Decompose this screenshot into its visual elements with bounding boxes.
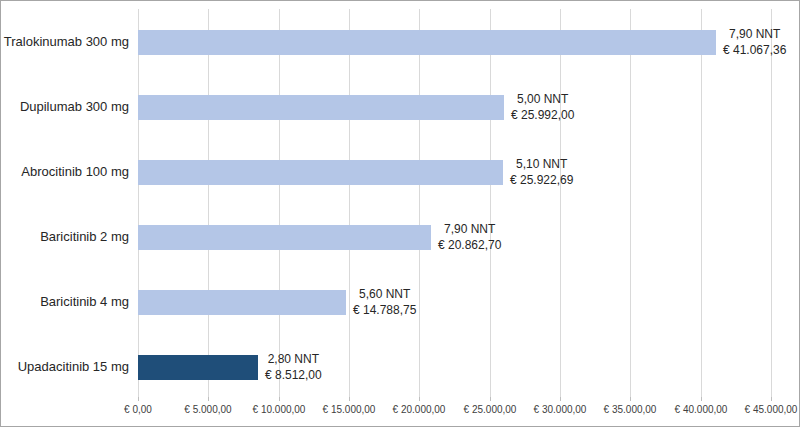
gridline bbox=[701, 9, 702, 397]
category-label: Tralokinumab 300 mg bbox=[1, 34, 129, 49]
category-label: Baricitinib 2 mg bbox=[1, 229, 129, 244]
gridline bbox=[560, 9, 561, 397]
bar bbox=[138, 225, 431, 250]
axis-tick bbox=[630, 397, 631, 401]
gridline bbox=[279, 9, 280, 397]
nnt-value-label: 5,00 NNT bbox=[511, 91, 574, 107]
axis-tick bbox=[138, 397, 139, 401]
gridline bbox=[138, 9, 139, 397]
nnt-value-label: 5,10 NNT bbox=[510, 156, 573, 172]
bar-data-label: 7,90 NNT€ 41.067,36 bbox=[723, 26, 786, 58]
axis-tick bbox=[560, 397, 561, 401]
gridline bbox=[771, 9, 772, 397]
axis-tick bbox=[279, 397, 280, 401]
axis-tick bbox=[349, 397, 350, 401]
bar bbox=[138, 160, 503, 185]
axis-tick bbox=[419, 397, 420, 401]
category-label: Baricitinib 4 mg bbox=[1, 294, 129, 309]
gridline bbox=[490, 9, 491, 397]
cost-value-label: € 25.922,69 bbox=[510, 172, 573, 188]
gridline bbox=[419, 9, 420, 397]
bar-data-label: 5,00 NNT€ 25.992,00 bbox=[511, 91, 574, 123]
axis-tick bbox=[490, 397, 491, 401]
bar-data-label: 2,80 NNT€ 8.512,00 bbox=[265, 351, 322, 383]
nnt-value-label: 7,90 NNT bbox=[438, 221, 501, 237]
bar bbox=[138, 30, 716, 55]
bar-data-label: 7,90 NNT€ 20.862,70 bbox=[438, 221, 501, 253]
gridline bbox=[630, 9, 631, 397]
cost-value-label: € 8.512,00 bbox=[265, 367, 322, 383]
category-label: Abrocitinib 100 mg bbox=[1, 164, 129, 179]
bar bbox=[138, 355, 258, 380]
bar-data-label: 5,10 NNT€ 25.922,69 bbox=[510, 156, 573, 188]
nnt-value-label: 5,60 NNT bbox=[353, 286, 416, 302]
gridline bbox=[208, 9, 209, 397]
cost-value-label: € 25.992,00 bbox=[511, 107, 574, 123]
bar bbox=[138, 95, 504, 120]
cost-value-label: € 14.788,75 bbox=[353, 302, 416, 318]
nnt-value-label: 2,80 NNT bbox=[265, 351, 322, 367]
x-axis-tick-label: € 45.000,00 bbox=[729, 404, 800, 415]
axis-tick bbox=[701, 397, 702, 401]
category-label: Dupilumab 300 mg bbox=[1, 99, 129, 114]
nnt-cost-bar-chart: 7,90 NNT€ 41.067,365,00 NNT€ 25.992,005,… bbox=[0, 0, 800, 427]
bar bbox=[138, 290, 346, 315]
axis-tick bbox=[208, 397, 209, 401]
cost-value-label: € 41.067,36 bbox=[723, 42, 786, 58]
category-label: Upadacitinib 15 mg bbox=[1, 359, 129, 374]
nnt-value-label: 7,90 NNT bbox=[723, 26, 786, 42]
axis-tick bbox=[771, 397, 772, 401]
gridline bbox=[349, 9, 350, 397]
cost-value-label: € 20.862,70 bbox=[438, 237, 501, 253]
bar-data-label: 5,60 NNT€ 14.788,75 bbox=[353, 286, 416, 318]
